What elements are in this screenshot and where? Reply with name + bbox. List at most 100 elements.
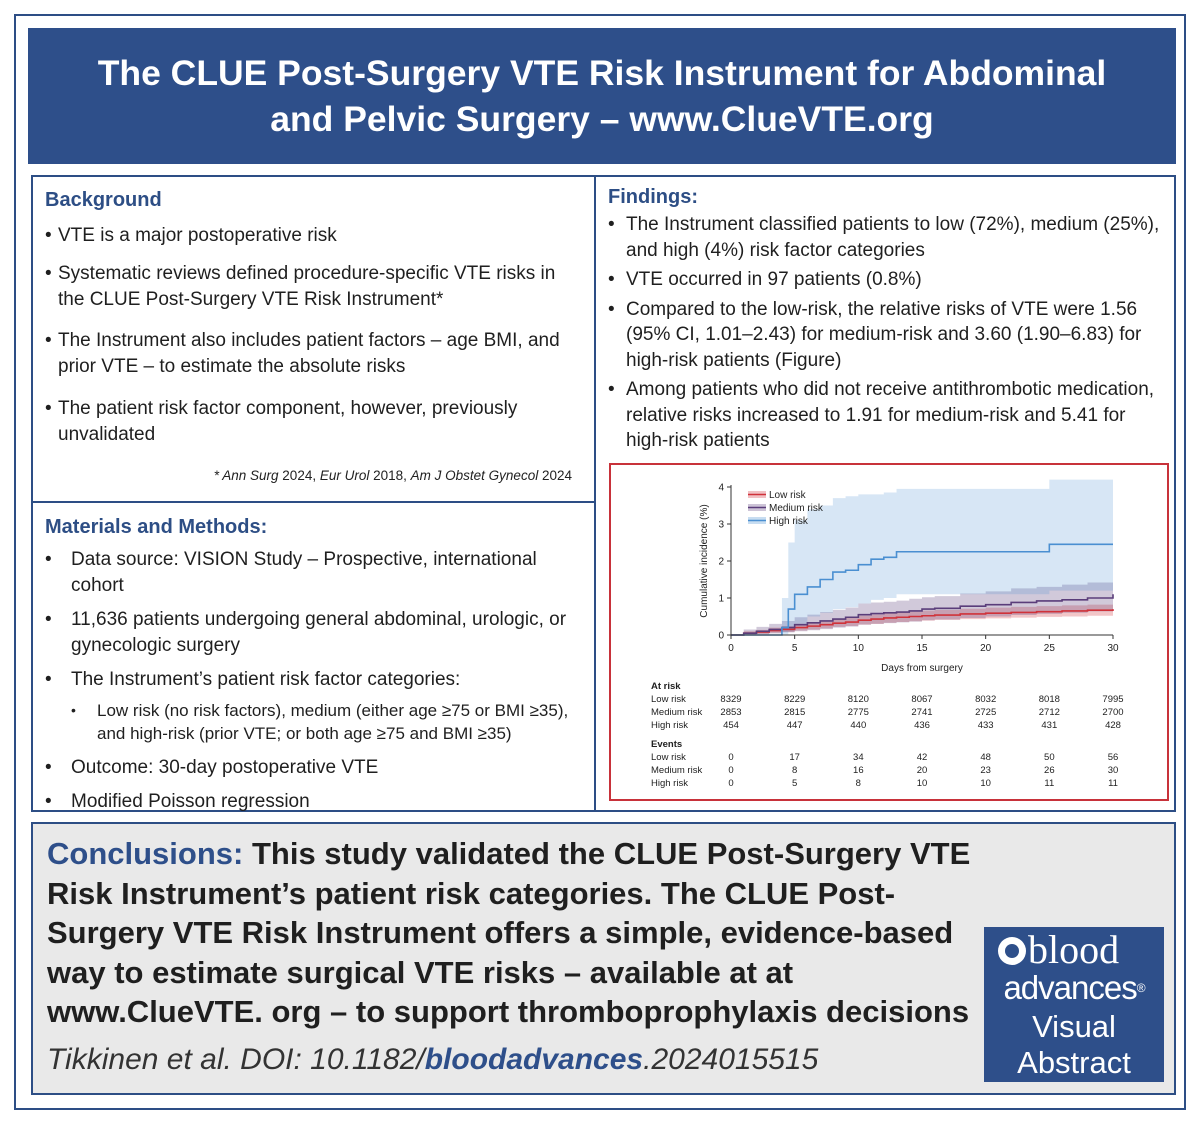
conclusions-label: Conclusions: xyxy=(47,836,244,871)
table-cell: 11 xyxy=(1108,778,1118,789)
table-cell: 8 xyxy=(792,765,797,776)
findings-bullet: • Among patients who did not receive anti… xyxy=(608,379,1155,451)
table-cell: 2725 xyxy=(975,707,996,718)
findings-bullet: • VTE occurred in 97 patients (0.8%) xyxy=(608,269,922,290)
methods-bullet: • Data source: VISION Study – Prospective… xyxy=(45,549,537,596)
kaplan-meier-chart: 0 1 2 3 4 0 5 10 15 20 25 30 Days from surgery Cumula… xyxy=(609,463,1169,801)
table-cell: 48 xyxy=(980,752,991,763)
table-cell: 10 xyxy=(980,778,991,789)
findings-bullet: • The Instrument classified patients to l… xyxy=(608,214,1160,261)
background-bullet: • Systematic reviews defined procedure-sp… xyxy=(45,263,556,310)
background-bullet: • The Instrument also includes patient fa… xyxy=(45,330,560,377)
table-cell: 8018 xyxy=(1039,694,1060,705)
methods-bullet: • The Instrument’s patient risk factor ca… xyxy=(45,667,585,745)
table-cell: 2712 xyxy=(1039,707,1060,718)
x-tick-label: 5 xyxy=(792,643,798,654)
conclusions-body: This study validated the CLUE Post-Surge… xyxy=(47,836,971,1029)
findings-bullet: • Compared to the low-risk, the relative … xyxy=(608,298,1142,371)
table-cell: 428 xyxy=(1105,720,1121,731)
table-cell: 436 xyxy=(914,720,930,731)
table-cell: 2741 xyxy=(911,707,932,718)
x-tick-label: 0 xyxy=(728,643,734,654)
x-tick-label: 15 xyxy=(916,643,928,654)
methods-bullet: • Outcome: 30-day postoperative VTE xyxy=(45,757,379,778)
table-row-label: Low risk xyxy=(651,694,686,705)
table-cell: 10 xyxy=(917,778,928,789)
table-row-label: Medium risk xyxy=(651,765,702,776)
table-cell: 23 xyxy=(980,765,991,776)
page-title: The CLUE Post-Surgery VTE Risk Instrumen… xyxy=(28,28,1176,164)
series-line-high xyxy=(731,543,1113,636)
background-heading: Background xyxy=(45,189,162,211)
findings-list: • The Instrument classified patients to l… xyxy=(608,212,1163,458)
table-cell: 30 xyxy=(1108,765,1119,776)
title-line-1: The CLUE Post-Surgery VTE Risk Instrumen… xyxy=(97,53,1107,93)
table-cell: 2815 xyxy=(784,707,805,718)
table-cell: 0 xyxy=(728,752,733,763)
x-tick-label: 20 xyxy=(980,643,992,654)
table-cell: 42 xyxy=(917,752,928,763)
table-cell: 447 xyxy=(787,720,803,731)
conclusions-section: Conclusions: This study validated the CL… xyxy=(31,822,1176,1095)
table-row-label: High risk xyxy=(651,720,688,731)
table-cell: 2700 xyxy=(1102,707,1123,718)
table-cell: 8032 xyxy=(975,694,996,705)
table-cell: 433 xyxy=(978,720,994,731)
table-cell: 56 xyxy=(1108,752,1119,763)
title-line-2: and Pelvic Surgery – www.ClueVTE.org xyxy=(270,99,934,139)
y-axis-label: Cumulative incidence (%) xyxy=(699,504,710,617)
table-cell: 5 xyxy=(792,778,797,789)
table-cell: 8229 xyxy=(784,694,805,705)
y-tick-label: 0 xyxy=(718,631,724,642)
table-cell: 454 xyxy=(723,720,739,731)
background-list: • VTE is a major postoperative risk • Syst… xyxy=(45,223,585,448)
y-tick-label: 1 xyxy=(718,594,724,605)
logo-word-visual: Visual xyxy=(1032,1009,1116,1044)
references: * Ann Surg 2024, Eur Urol 2018, Am J Obs… xyxy=(213,468,572,483)
conclusions-text: Conclusions: This study validated the CL… xyxy=(47,834,997,1032)
table-cell: 7995 xyxy=(1102,694,1123,705)
y-tick-label: 4 xyxy=(718,483,724,494)
background-bullet: • The patient risk factor component, howe… xyxy=(45,398,518,445)
x-axis-label: Days from surgery xyxy=(881,663,963,674)
table-cell: 17 xyxy=(789,752,800,763)
table-cell: 8 xyxy=(856,778,861,789)
blood-advances-logo: blood advances® Visual Abstract xyxy=(984,927,1164,1082)
y-tick-label: 2 xyxy=(718,557,724,568)
ci-band-low xyxy=(731,603,1113,635)
methods-list: • Data source: VISION Study – Prospective… xyxy=(45,547,585,823)
legend-label-high: High risk xyxy=(769,516,809,527)
methods-bullet: • 11,636 patients undergoing general abdo… xyxy=(45,609,567,656)
x-tick-label: 30 xyxy=(1107,643,1119,654)
citation: Tikkinen et al. DOI: 10.1182/bloodadvanc… xyxy=(47,1043,819,1076)
background-bullet: • VTE is a major postoperative risk xyxy=(45,225,337,246)
table-cell: 50 xyxy=(1044,752,1055,763)
legend-label-medium: Medium risk xyxy=(769,503,824,514)
logo-word-abstract: Abstract xyxy=(1017,1045,1131,1080)
background-section: Background • VTE is a major postoperative… xyxy=(31,175,596,503)
table-row-label: Low risk xyxy=(651,752,686,763)
table-cell: 20 xyxy=(917,765,928,776)
table-cell: 26 xyxy=(1044,765,1055,776)
table-heading-events: Events xyxy=(651,739,682,750)
legend-label-low: Low risk xyxy=(769,490,807,501)
table-cell: 0 xyxy=(728,765,733,776)
table-row-label: Medium risk xyxy=(651,707,702,718)
page-frame xyxy=(14,14,1186,1110)
methods-sub-bullet: • Low risk (no risk factors), medium (eit… xyxy=(71,701,569,743)
methods-section: Materials and Methods: • Data source: VIS… xyxy=(31,501,596,812)
logo-word-advances: advances® xyxy=(1003,969,1145,1006)
table-row-label: High risk xyxy=(651,778,688,789)
table-cell: 0 xyxy=(728,778,733,789)
y-tick-label: 3 xyxy=(718,520,724,531)
table-cell: 8120 xyxy=(848,694,869,705)
findings-heading: Findings: xyxy=(608,186,698,208)
table-cell: 2775 xyxy=(848,707,869,718)
table-cell: 8067 xyxy=(911,694,932,705)
x-tick-label: 10 xyxy=(853,643,865,654)
x-tick-label: 25 xyxy=(1044,643,1056,654)
table-heading-at-risk: At risk xyxy=(651,681,681,692)
methods-heading: Materials and Methods: xyxy=(45,516,268,538)
seal-icon xyxy=(998,937,1026,965)
